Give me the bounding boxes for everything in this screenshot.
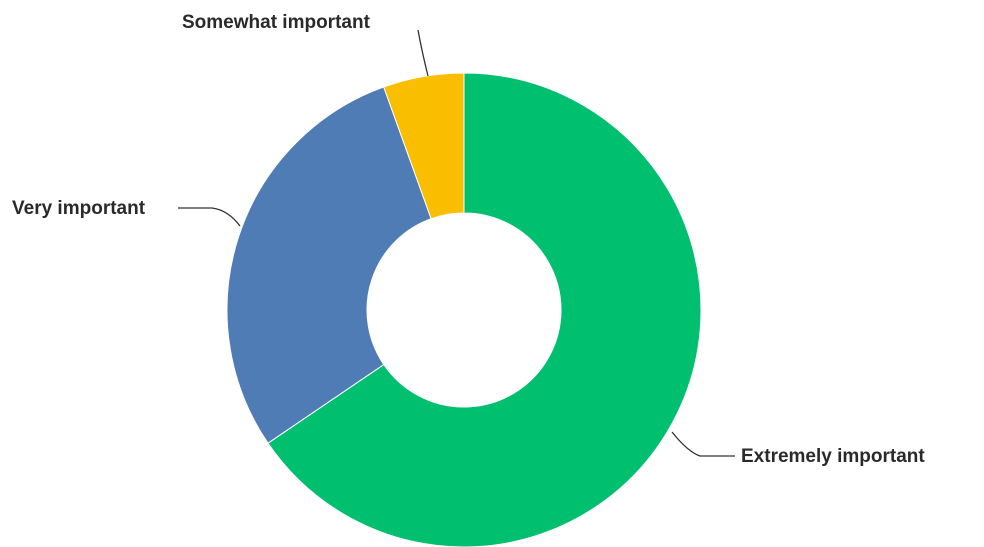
labels-layer: Extremely important Very important Somew… [12,12,925,467]
slice-extremely-important [267,72,702,547]
slice-label-somewhat-important: Somewhat important [182,12,371,33]
slice-somewhat-important [383,72,465,220]
leader-line-somewhat-important [417,29,429,77]
slices-layer [226,72,702,547]
slice-label-extremely-important: Extremely important [741,446,925,467]
slice-very-important [226,86,432,444]
leader-lines-layer [178,29,735,457]
slice-label-very-important: Very important [12,198,146,219]
leader-line-extremely-important [671,431,735,457]
leader-line-very-important [178,207,241,227]
